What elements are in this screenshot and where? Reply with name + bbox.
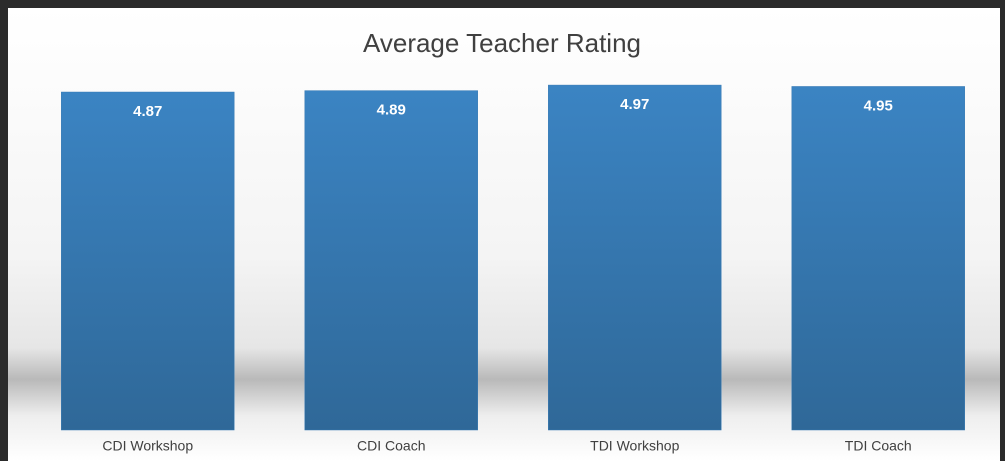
x-tick-label: CDI Workshop [102,438,193,454]
data-label: 4.95 [864,97,893,114]
data-label: 4.89 [377,102,406,119]
data-label: 4.87 [133,103,162,120]
bar [304,90,478,431]
x-tick-label: CDI Coach [357,438,425,454]
bar [61,91,235,431]
x-tick-label: TDI Workshop [590,438,679,454]
x-tick-label: TDI Coach [845,438,912,454]
chart-title: Average Teacher Rating [363,28,641,58]
bar [548,84,722,431]
bar [791,86,965,431]
data-label: 4.97 [620,96,649,113]
